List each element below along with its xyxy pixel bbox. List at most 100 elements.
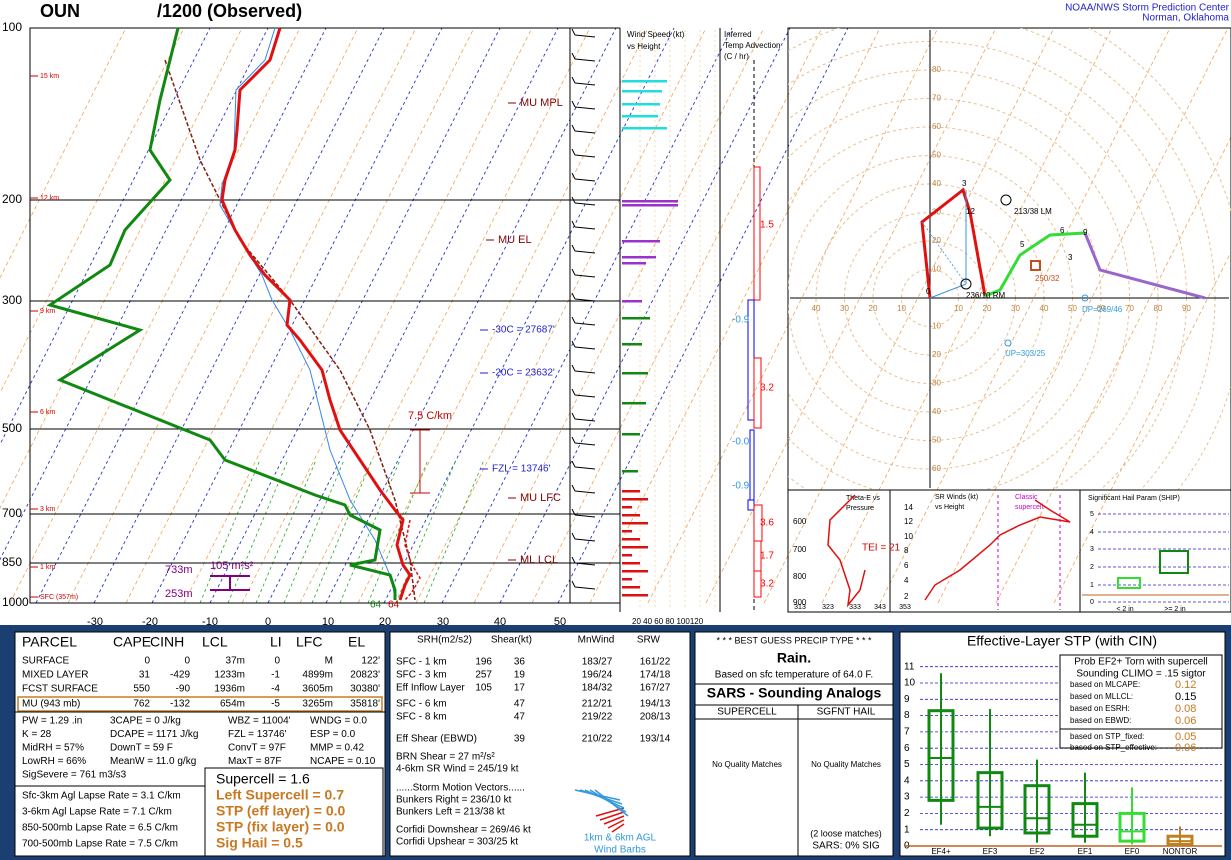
index: DownT = 59 F [110, 743, 173, 754]
composite: STP (eff layer) = 0.0 [216, 803, 346, 819]
label: 323 [822, 604, 834, 611]
kinematic-note: Corfidi Upshear = 303/25 kt [396, 837, 518, 848]
parcel-cell: 0 [144, 656, 150, 667]
parcel-header: LCL [202, 634, 228, 650]
temp-label: 30 [437, 616, 449, 628]
label: vs Height [627, 42, 661, 51]
index: K = 28 [22, 729, 52, 740]
parcel-cell: M [325, 656, 333, 667]
stp-tick: 1 [904, 824, 910, 835]
label: 12 [904, 517, 913, 526]
parcel-cell: 0 [184, 656, 190, 667]
ring-label: 10 [954, 304, 963, 313]
wind-barb [574, 514, 596, 518]
label: Norman, Oklahoma [1142, 13, 1229, 24]
label: Based on sfc temperature of 64.0 F. [715, 670, 873, 681]
speed-bar [622, 262, 646, 265]
kinematic-header: Shear(kt) [491, 635, 532, 646]
wind-barb [571, 244, 576, 252]
height-label: 6 km [40, 409, 55, 416]
pressure-label: 100 [2, 20, 22, 34]
wind-barb [571, 412, 576, 420]
wind-barb [574, 154, 596, 158]
barb-icon [611, 823, 625, 833]
ring-label: 20 [932, 236, 941, 245]
hodo-point-label: 0 [926, 287, 931, 296]
index: WNDG = 0.0 [310, 716, 367, 727]
stp-box [976, 771, 1004, 830]
composite-box [204, 767, 384, 857]
composite: Supercell = 1.6 [216, 771, 310, 787]
speed-bar [622, 594, 648, 597]
wind-barb [571, 124, 576, 132]
ring-label: 10 [897, 304, 906, 313]
height-label: 1 km [40, 564, 55, 571]
kinematic-cell: SFC - 1 km [396, 657, 447, 668]
dry-adiabat [1053, 251, 1231, 604]
wind-barb [574, 442, 596, 446]
sars-panel [694, 683, 894, 857]
speed-bar [622, 546, 648, 549]
index: WBZ = 11004' [228, 716, 291, 727]
kinematic-note: ......Storm Motion Vectors...... [396, 783, 525, 794]
advection-bar [753, 357, 762, 429]
height-label: 12 km [40, 195, 59, 202]
label: 900 [793, 598, 807, 607]
mixing-ratio [395, 459, 457, 604]
ring-label: 60 [932, 122, 941, 131]
line [921, 221, 967, 285]
label: 733m [165, 564, 193, 576]
wetbulb [219, 27, 396, 601]
advection-value: -0.9 [732, 315, 750, 326]
wind-barb [574, 490, 596, 494]
height-label: SFC (357m) [40, 594, 78, 601]
index: MaxT = 87F [228, 756, 281, 767]
label: 333 [849, 604, 861, 611]
label: 253m [165, 588, 193, 600]
level-label: -20C = 23632' [492, 368, 555, 379]
label: SARS - Sounding Analogs [707, 685, 882, 701]
wind-barb [574, 274, 596, 278]
label: 1 [1090, 582, 1094, 589]
ring-label: 30 [1011, 304, 1020, 313]
label: 2 [904, 592, 909, 601]
wind-barb [571, 364, 576, 372]
isotherm [267, 27, 559, 604]
dry-adiabat [241, 27, 533, 604]
advection-bar [753, 570, 762, 598]
mixing-ratio [199, 459, 261, 604]
label: 353 [899, 604, 911, 611]
speed-bar [622, 256, 656, 259]
hodo-point-label: 9 [1083, 228, 1088, 237]
pressure-label: 300 [2, 293, 22, 307]
kinematic-cell: 212/21 [582, 699, 613, 710]
dewpoint [46, 27, 397, 600]
speed-bar [622, 562, 640, 565]
kinematic-header: SRW [637, 635, 661, 646]
speed-bar [622, 433, 640, 436]
stp-tick: 4 [904, 775, 910, 786]
wind-barb [574, 58, 596, 62]
label: 10 [904, 532, 913, 541]
kinematic-header: MnWind [578, 635, 615, 646]
label: 105 m²s² [210, 560, 254, 572]
kinematic-cell: 183/27 [582, 657, 613, 668]
barb-icon [594, 789, 629, 817]
pressure-label: 200 [2, 192, 22, 206]
label: >= 2 in [1164, 606, 1186, 613]
storm-motion [1000, 194, 1012, 206]
speed-bar [622, 240, 660, 243]
index: MidRH = 57% [22, 743, 84, 754]
kinematic-cell: 161/22 [640, 657, 671, 668]
label: based on ESRH: [1070, 704, 1130, 713]
speed-bar [622, 372, 648, 375]
stp-category: EF3 [983, 847, 998, 856]
hodo-point-label: 12 [966, 207, 975, 216]
label: SUPERCELL [717, 707, 777, 718]
dry-adiabat [589, 27, 881, 604]
label: Significant Hail Param (SHIP) [1088, 495, 1180, 502]
skewt-frame [29, 27, 571, 604]
barb-icon [607, 819, 625, 829]
kinematic-cell: 184/32 [582, 683, 613, 694]
wind-barb [571, 532, 576, 540]
